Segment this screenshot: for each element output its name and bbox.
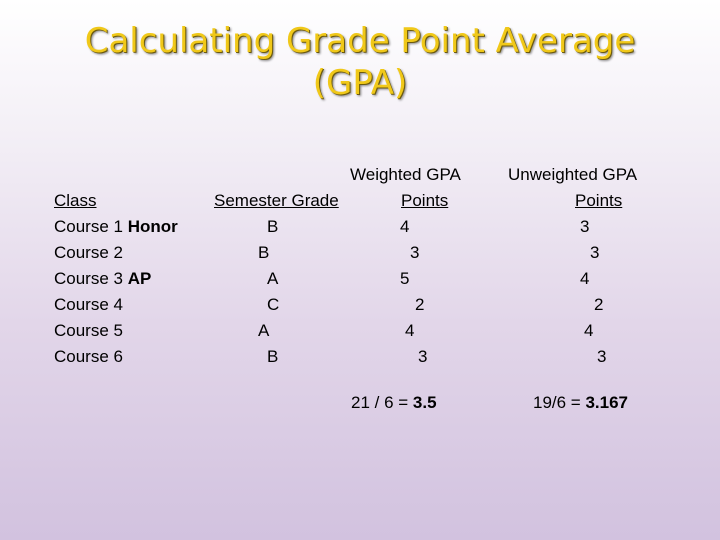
grade-cell: A: [258, 321, 270, 340]
course-cell: Course 2: [54, 243, 123, 263]
course-name: Course 1: [54, 217, 123, 236]
class-header: Class: [54, 191, 97, 210]
unweighted-header-top: Unweighted GPA: [508, 165, 638, 184]
unweighted-gpa-expression: 19/6 =: [533, 393, 586, 412]
weighted-cell: 4: [405, 321, 415, 340]
grade-cell: B: [267, 347, 279, 366]
course-name: Course 6: [54, 347, 123, 366]
unweighted-header-bottom: Points: [575, 191, 623, 210]
grade-cell: A: [267, 269, 279, 288]
course-cell: Course 5: [54, 321, 123, 341]
course-cell: Course 4: [54, 295, 123, 315]
grade-cell: B: [267, 217, 279, 236]
weighted-cell: 3: [410, 243, 420, 262]
weighted-gpa-expression: 21 / 6 =: [351, 393, 413, 412]
unweighted-cell: 2: [594, 295, 604, 314]
weighted-cell: 2: [415, 295, 425, 314]
weighted-cell: 4: [400, 217, 410, 236]
grade-cell: B: [258, 243, 270, 262]
title-line-2: (GPA): [312, 63, 408, 103]
weighted-cell: 5: [400, 269, 410, 288]
unweighted-cell: 3: [597, 347, 607, 366]
unweighted-cell: 3: [590, 243, 600, 262]
unweighted-gpa-result: 19/6 = 3.167: [533, 393, 628, 413]
weighted-cell: 3: [418, 347, 428, 366]
course-cell: Course 6: [54, 347, 123, 367]
course-name: Course 2: [54, 243, 123, 262]
weighted-gpa-value: 3.5: [412, 393, 437, 412]
weighted-gpa-result: 21 / 6 = 3.5: [351, 393, 437, 413]
course-name: Course 4: [54, 295, 123, 314]
unweighted-cell: 3: [580, 217, 590, 236]
weighted-header-top: Weighted GPA: [350, 165, 461, 184]
slide-title: Calculating Grade Point Average (GPA): [0, 20, 720, 104]
course-tag: Honor: [127, 217, 178, 236]
semester-grade-header: Semester Grade: [214, 191, 339, 210]
unweighted-cell: 4: [580, 269, 590, 288]
title-line-1: Calculating Grade Point Average: [84, 21, 636, 61]
grade-cell: C: [267, 295, 280, 314]
course-name: Course 3: [54, 269, 123, 288]
weighted-header-bottom: Points: [401, 191, 449, 210]
course-cell: Course 1 Honor: [54, 217, 178, 237]
course-tag: AP: [127, 269, 152, 288]
course-cell: Course 3 AP: [54, 269, 151, 289]
unweighted-gpa-value: 3.167: [585, 393, 629, 412]
unweighted-cell: 4: [584, 321, 594, 340]
course-name: Course 5: [54, 321, 123, 340]
